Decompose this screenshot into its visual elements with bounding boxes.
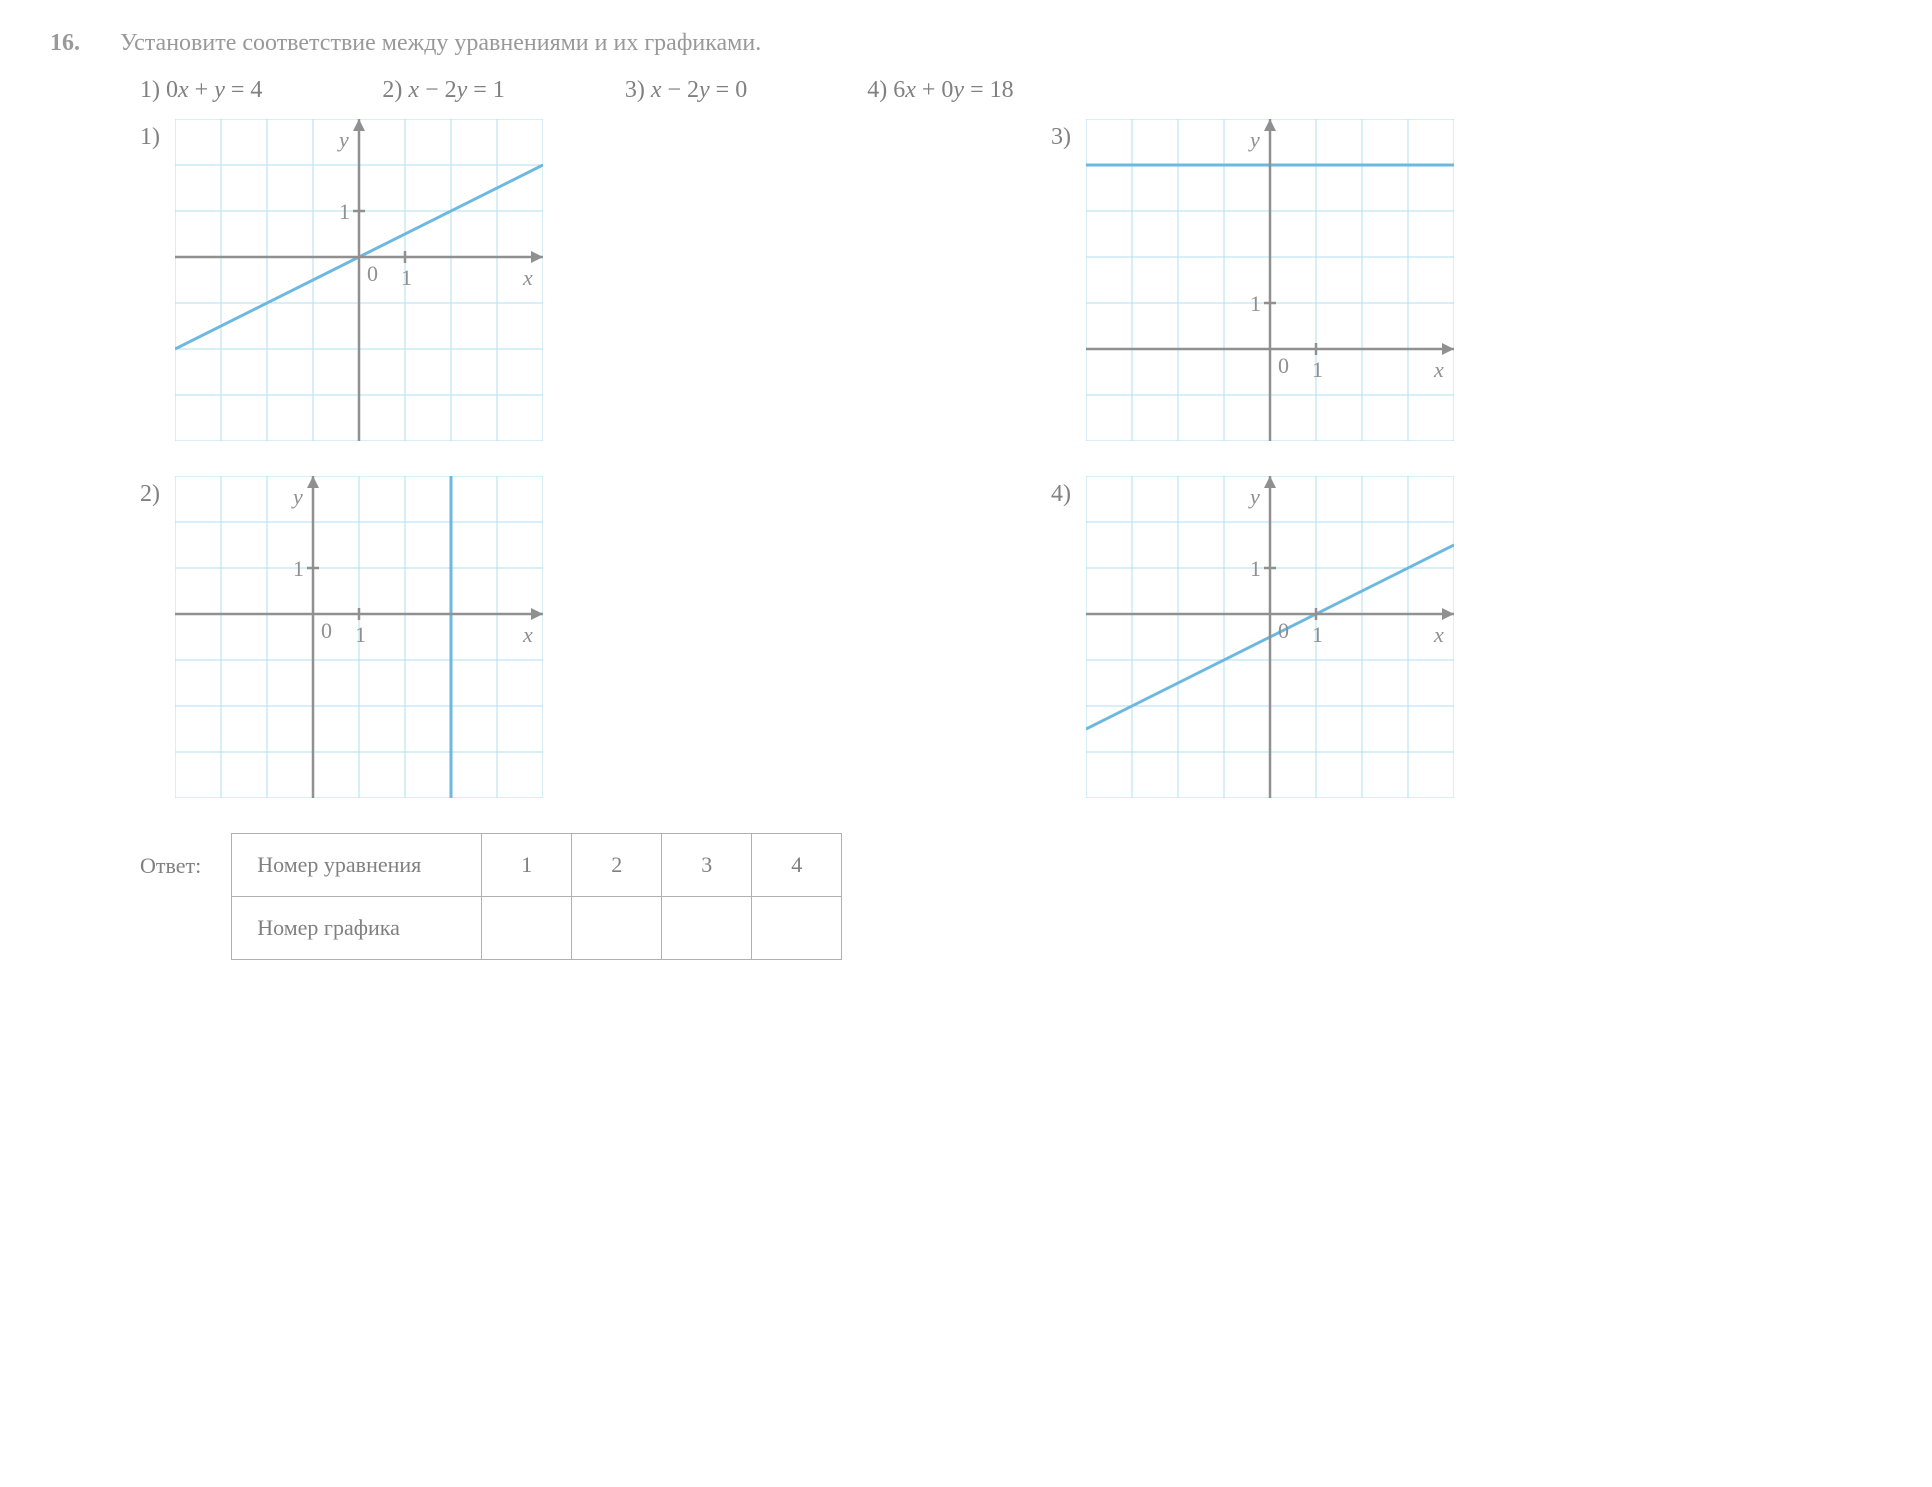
svg-text:1: 1 — [1250, 291, 1261, 316]
svg-text:1: 1 — [293, 556, 304, 581]
graph-cell-1: 1)yx011 — [140, 119, 971, 446]
problem-text: Установите соответствие между уравнениям… — [120, 30, 761, 57]
row-label: Номер уравнения — [232, 834, 482, 897]
graph-label: 4) — [1051, 481, 1071, 508]
graph-cell-3: 2)yx011 — [140, 476, 971, 803]
graph-label: 3) — [1051, 124, 1071, 151]
svg-text:0: 0 — [1278, 353, 1289, 378]
equation-2: 2) x − 2y = 1 — [382, 77, 504, 104]
answer-label: Ответ: — [140, 853, 201, 879]
answer-cell[interactable] — [572, 897, 662, 960]
svg-text:1: 1 — [1312, 622, 1323, 647]
svg-text:x: x — [1433, 357, 1444, 382]
equation-1: 1) 0x + y = 4 — [140, 77, 262, 104]
svg-text:x: x — [1433, 622, 1444, 647]
answer-cell[interactable] — [662, 897, 752, 960]
equations-row: 1) 0x + y = 4 2) x − 2y = 1 3) x − 2y = 0 4… — [50, 77, 1882, 104]
svg-text:x: x — [522, 265, 533, 290]
svg-text:0: 0 — [367, 261, 378, 286]
graph-label: 2) — [140, 481, 160, 508]
answer-cell: 4 — [752, 834, 842, 897]
answer-table: Номер уравнения1234Номер графика — [231, 833, 842, 960]
graph-cell-2: 3)yx011 — [1051, 119, 1882, 446]
coord-graph: yx011 — [1086, 476, 1454, 798]
coord-graph: yx011 — [175, 476, 543, 798]
answer-cell: 3 — [662, 834, 752, 897]
svg-text:1: 1 — [401, 265, 412, 290]
row-label: Номер графика — [232, 897, 482, 960]
svg-text:y: y — [291, 484, 303, 509]
svg-text:x: x — [522, 622, 533, 647]
problem-number: 16. — [50, 30, 80, 57]
table-row: Номер уравнения1234 — [232, 834, 842, 897]
equation-3: 3) x − 2y = 0 — [625, 77, 747, 104]
svg-text:y: y — [337, 127, 349, 152]
answer-cell[interactable] — [752, 897, 842, 960]
graph-label: 1) — [140, 124, 160, 151]
svg-text:1: 1 — [1312, 357, 1323, 382]
answer-cell: 2 — [572, 834, 662, 897]
svg-text:0: 0 — [321, 618, 332, 643]
svg-text:y: y — [1248, 484, 1260, 509]
graphs-grid: 1)yx0113)yx0112)yx0114)yx011 — [50, 119, 1882, 803]
answer-cell: 1 — [482, 834, 572, 897]
equation-4: 4) 6x + 0y = 18 — [867, 77, 1013, 104]
coord-graph: yx011 — [1086, 119, 1454, 441]
svg-text:1: 1 — [355, 622, 366, 647]
svg-text:0: 0 — [1278, 618, 1289, 643]
graph-cell-4: 4)yx011 — [1051, 476, 1882, 803]
svg-text:1: 1 — [339, 199, 350, 224]
svg-text:1: 1 — [1250, 556, 1261, 581]
answer-cell[interactable] — [482, 897, 572, 960]
svg-text:y: y — [1248, 127, 1260, 152]
table-row: Номер графика — [232, 897, 842, 960]
coord-graph: yx011 — [175, 119, 543, 441]
